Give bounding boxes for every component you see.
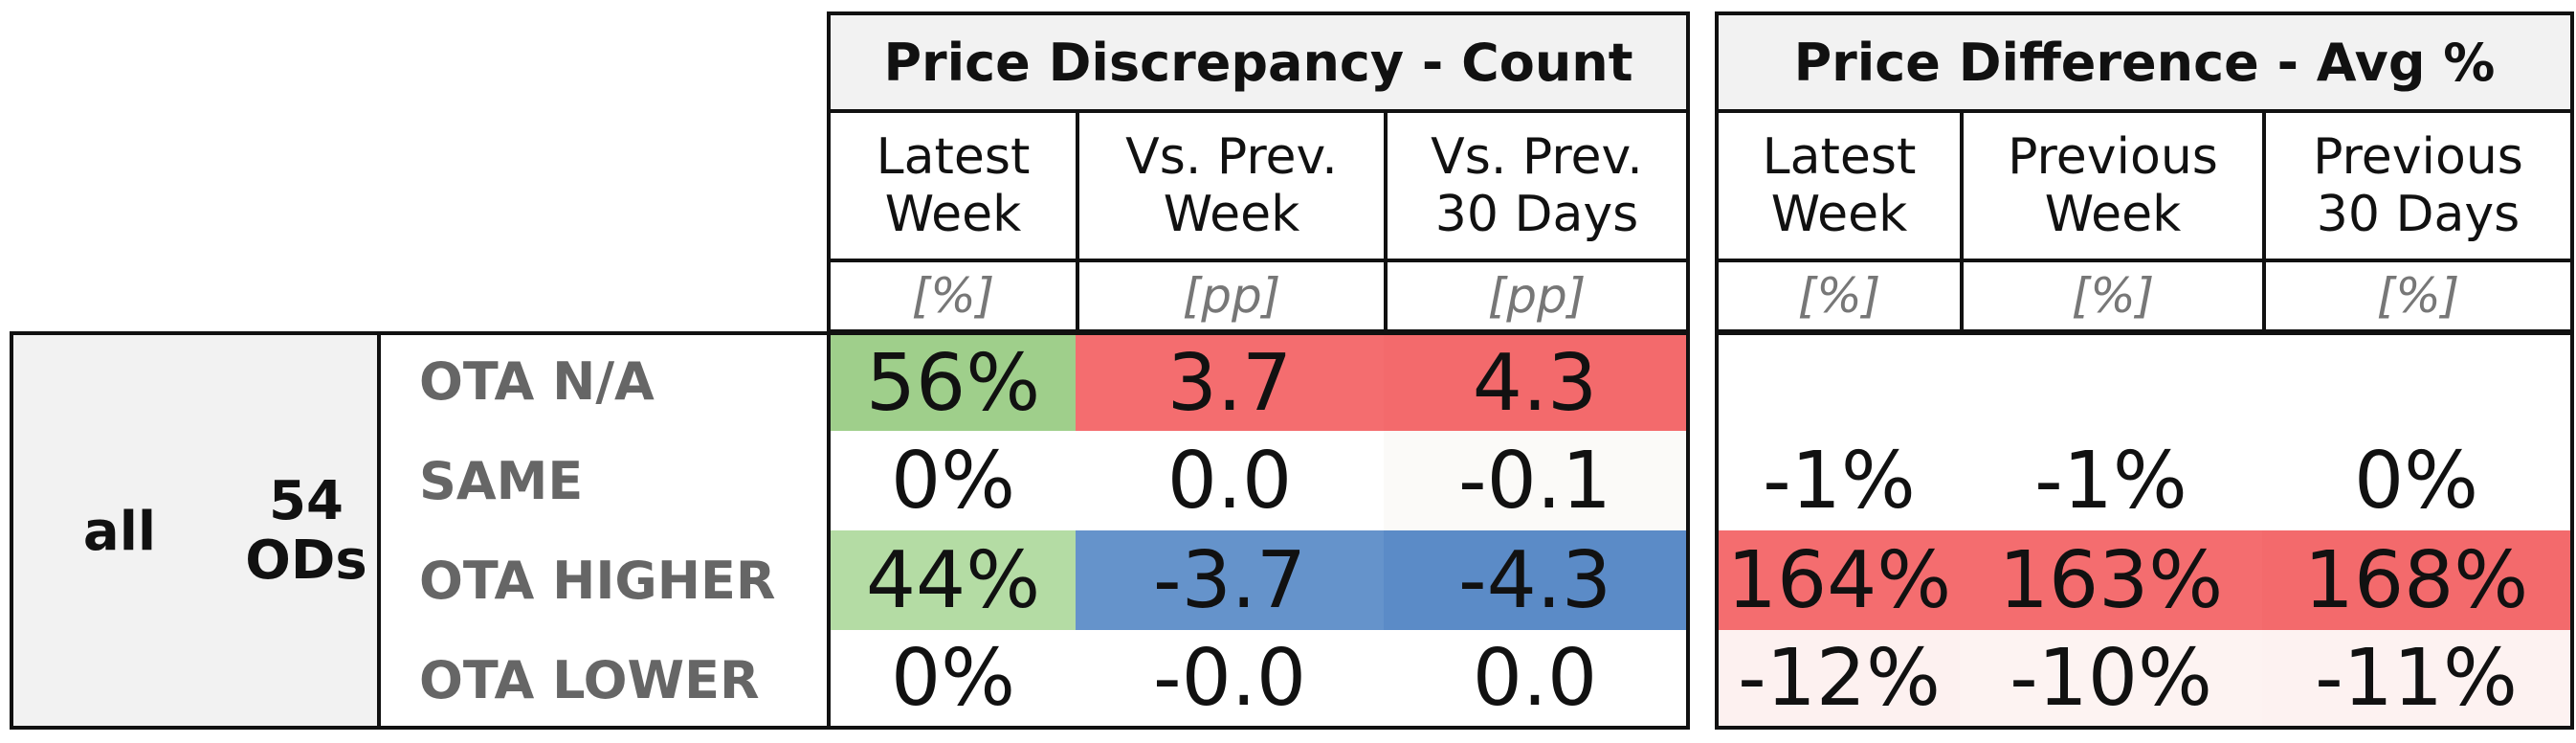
- data-cell: 0%: [2262, 431, 2570, 530]
- data-cell: 0.0: [1384, 630, 1686, 726]
- data-cell: -4.3: [1384, 530, 1686, 630]
- data-cell: 164%: [1719, 530, 1960, 630]
- row-label: OTA N/A: [419, 350, 655, 412]
- od-count-label: 54 ODs: [245, 470, 367, 592]
- data-cell: -3.7: [1076, 530, 1384, 630]
- column-unit: [pp]: [1076, 259, 1388, 333]
- column-unit: [%]: [1715, 259, 1964, 333]
- column-header: Vs. Prev. Week: [1076, 109, 1388, 262]
- data-cell: 0%: [831, 431, 1076, 530]
- data-cell: -0.1: [1384, 431, 1686, 530]
- column-unit: [%]: [827, 259, 1079, 333]
- data-cell: 163%: [1960, 530, 2262, 630]
- column-header: Latest Week: [1715, 109, 1964, 262]
- row-label: SAME: [419, 450, 584, 511]
- data-cell: -0.0: [1076, 630, 1384, 726]
- row-label: OTA LOWER: [419, 649, 760, 710]
- data-cell: 3.7: [1076, 335, 1384, 431]
- data-cell: 0.0: [1076, 431, 1384, 530]
- column-unit: [%]: [2262, 259, 2574, 333]
- section-title: Price Discrepancy - Count: [827, 11, 1690, 113]
- column-header: Latest Week: [827, 109, 1079, 262]
- data-cell: 4.3: [1384, 335, 1686, 431]
- group-box: [10, 331, 381, 730]
- data-cell: -12%: [1719, 630, 1960, 726]
- data-cell: [2262, 335, 2570, 431]
- column-unit: [pp]: [1384, 259, 1690, 333]
- data-cell: 44%: [831, 530, 1076, 630]
- column-header: Previous Week: [1960, 109, 2266, 262]
- segment-label: all: [82, 500, 157, 563]
- column-header: Vs. Prev. 30 Days: [1384, 109, 1690, 262]
- data-cell: -10%: [1960, 630, 2262, 726]
- row-label: OTA HIGHER: [419, 550, 776, 611]
- data-cell: 168%: [2262, 530, 2570, 630]
- data-cell: [1719, 335, 1960, 431]
- data-cell: -11%: [2262, 630, 2570, 726]
- section-title: Price Difference - Avg %: [1715, 11, 2574, 113]
- data-cell: 0%: [831, 630, 1076, 726]
- column-unit: [%]: [1960, 259, 2266, 333]
- data-cell: -1%: [1960, 431, 2262, 530]
- data-cell: -1%: [1719, 431, 1960, 530]
- data-cell: 56%: [831, 335, 1076, 431]
- data-cell: [1960, 335, 2262, 431]
- column-header: Previous 30 Days: [2262, 109, 2574, 262]
